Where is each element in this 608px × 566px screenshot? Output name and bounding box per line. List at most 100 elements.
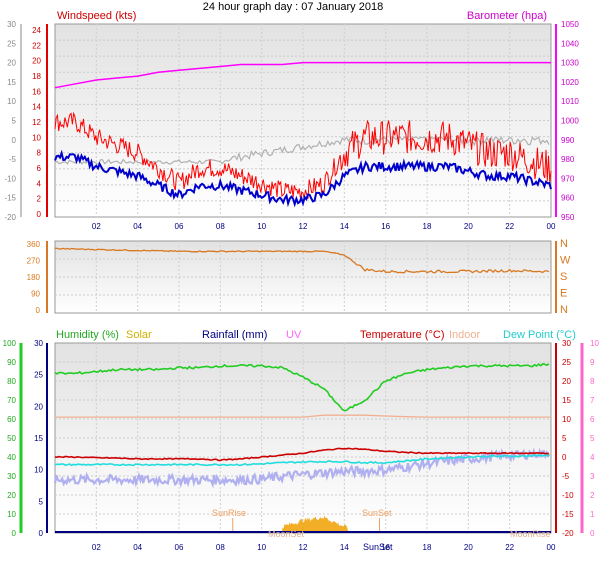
solar-legend: Solar <box>126 329 152 341</box>
wind-tick: 22 <box>32 41 41 50</box>
temperature-tick: 0 <box>562 453 567 462</box>
temperature-tick: 20 <box>562 377 571 386</box>
uv-tick: 5 <box>590 434 595 443</box>
dewpoint-legend: Dew Point (°C) <box>503 329 576 341</box>
x-tick-label: 12 <box>299 222 308 231</box>
x-tick-label: 14 <box>340 222 349 231</box>
humidity-tick: 50 <box>7 434 16 443</box>
windspeed-line <box>54 111 552 199</box>
humidity-tick: 60 <box>7 415 16 424</box>
wind-outer-tick: 15 <box>7 78 16 87</box>
wind-outer-tick: 10 <box>7 97 16 106</box>
wind-outer-tick: -5 <box>9 155 17 164</box>
rainfall-tick-labels: 30 25 20 15 10 5 0 <box>34 339 43 538</box>
x-tick-label: 06 <box>175 543 184 552</box>
humidity-legend: Humidity (%) <box>56 329 119 341</box>
temperature-tick: 5 <box>562 434 567 443</box>
sunset-axis-label: SunSet <box>363 542 393 552</box>
x-tick-label: 16 <box>381 222 390 231</box>
wind-outer-tick: -15 <box>4 194 16 203</box>
direction-compass-tick: S <box>560 271 567 283</box>
temperature-tick-labels: 30 25 20 15 10 5 0 -5 -10 -15 -20 <box>562 339 574 538</box>
direction-compass-tick: E <box>560 288 567 300</box>
wind-series-group <box>54 61 552 208</box>
solar-area <box>282 515 349 533</box>
direction-degree-tick: 0 <box>36 306 41 315</box>
temperature-tick: -5 <box>562 472 570 481</box>
wind-outer-tick: 30 <box>7 20 16 29</box>
uv-tick: 1 <box>590 510 595 519</box>
wind-tick: 8 <box>37 149 42 158</box>
x-tick-label: 10 <box>257 222 266 231</box>
humidity-tick: 30 <box>7 472 16 481</box>
moonset-label: MoonSet <box>268 529 305 539</box>
temperature-tick: 30 <box>562 339 571 348</box>
uv-tick: 3 <box>590 472 595 481</box>
windspeed-label: Windspeed (kts) <box>57 10 136 22</box>
direction-degree-tick-labels: 360 270 180 90 0 <box>27 240 41 315</box>
uv-tick: 6 <box>590 415 595 424</box>
rainfall-tick: 25 <box>34 371 43 380</box>
direction-degree-tick: 270 <box>27 257 41 266</box>
temp-series-group <box>53 363 551 533</box>
humidity-tick: 80 <box>7 377 16 386</box>
direction-panel-grid <box>55 241 551 313</box>
barometer-tick: 1050 <box>561 20 579 29</box>
humidity-line <box>54 363 550 412</box>
barometer-tick: 1010 <box>561 97 579 106</box>
humidity-tick: 70 <box>7 396 16 405</box>
wind-tick: 24 <box>32 26 41 35</box>
x-tick-label: 20 <box>464 543 473 552</box>
x-tick-label: 00 <box>547 543 556 552</box>
temperature-tick: -10 <box>562 491 574 500</box>
wind-outer-tick: -10 <box>4 174 16 183</box>
temperature-tick: -15 <box>562 510 574 519</box>
wind-average-line <box>54 149 552 208</box>
x-tick-label: 12 <box>299 543 308 552</box>
rainfall-legend: Rainfall (mm) <box>202 329 267 341</box>
direction-compass-tick: N <box>560 304 568 316</box>
wind-tick: 14 <box>32 103 41 112</box>
direction-compass-tick: N <box>560 238 568 250</box>
barometer-tick: 980 <box>561 155 575 164</box>
wind-outer-tick: 5 <box>12 117 17 126</box>
direction-compass-tick: W <box>560 255 571 267</box>
uv-tick: 10 <box>590 339 599 348</box>
temperature-tick: 15 <box>562 396 571 405</box>
temperature-tick: 10 <box>562 415 571 424</box>
humidity-tick: 0 <box>12 529 17 538</box>
sunset-label: SunSet <box>362 508 392 518</box>
humidity-tick: 20 <box>7 491 16 500</box>
wind-outer-tick-labels: 30 25 20 15 10 5 0 -5 -10 -15 -20 <box>4 20 16 222</box>
uv-tick: 0 <box>590 529 595 538</box>
rainfall-tick: 10 <box>34 466 43 475</box>
direction-degree-tick: 90 <box>31 290 40 299</box>
x-tick-label: 00 <box>547 222 556 231</box>
x-tick-label: 22 <box>505 222 514 231</box>
wind-outer-tick: 0 <box>12 136 17 145</box>
wind-tick: 4 <box>37 179 42 188</box>
uv-legend: UV <box>286 329 302 341</box>
uv-tick: 4 <box>590 453 595 462</box>
indoor-temperature-line <box>55 414 551 418</box>
dewpoint-line <box>54 454 549 467</box>
wind-tick: 16 <box>32 87 41 96</box>
humidity-tick: 10 <box>7 510 16 519</box>
wind-tick: 18 <box>32 72 41 81</box>
direction-series-group <box>55 247 550 274</box>
gust-line <box>54 135 550 165</box>
x-tick-label: 08 <box>216 543 225 552</box>
temperature-tick: 25 <box>562 358 571 367</box>
wind-tick: 12 <box>32 118 41 127</box>
barometer-tick: 1040 <box>561 39 579 48</box>
wind-tick: 10 <box>32 133 41 142</box>
moonrise-label: MoonRise <box>510 529 551 539</box>
x-tick-label: 16 <box>381 543 390 552</box>
x-tick-label: 04 <box>133 222 142 231</box>
humidity-tick: 90 <box>7 358 16 367</box>
